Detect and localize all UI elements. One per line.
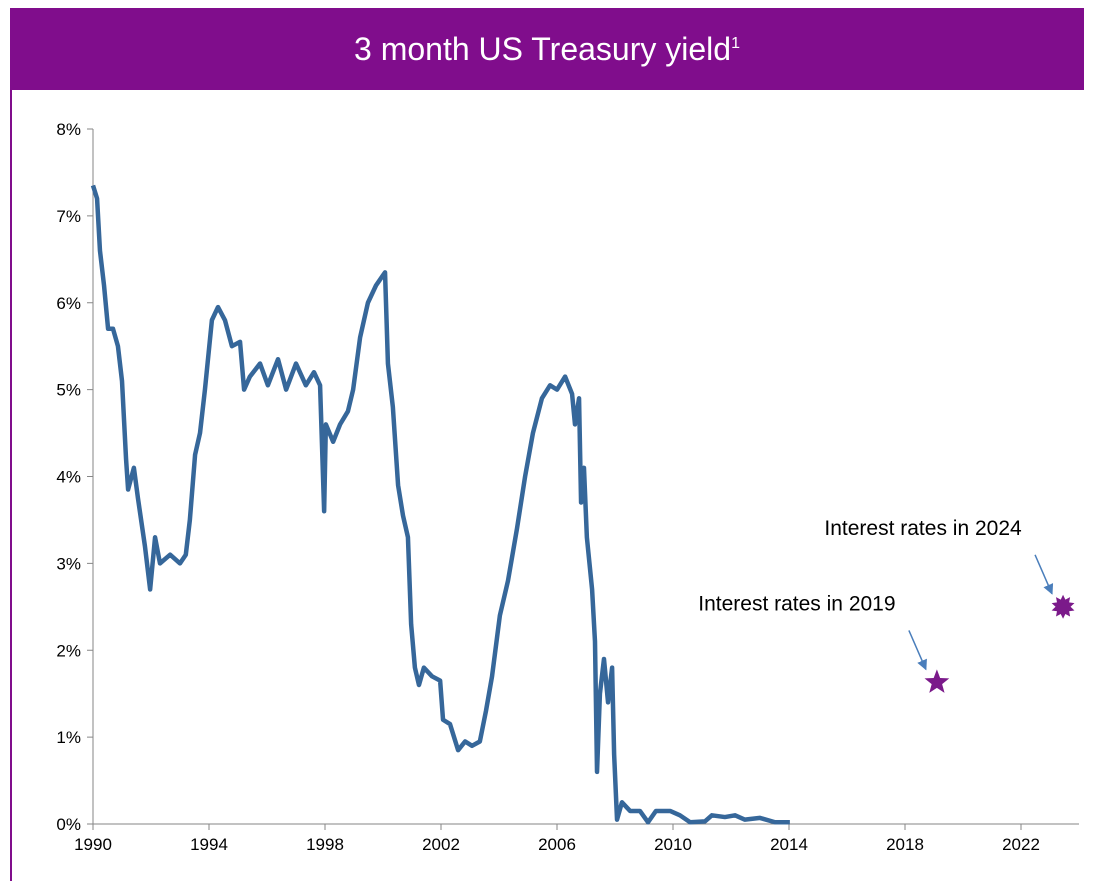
annotation-arrow bbox=[1034, 554, 1054, 595]
y-tick-label: 2% bbox=[56, 641, 81, 660]
x-tick-label: 2022 bbox=[1002, 835, 1040, 854]
x-tick-label: 2002 bbox=[422, 835, 460, 854]
chart-title: 3 month US Treasury yield1 bbox=[354, 31, 740, 67]
x-tick-label: 2010 bbox=[654, 835, 692, 854]
y-tick-label: 8% bbox=[56, 120, 81, 139]
x-tick-label: 2018 bbox=[886, 835, 924, 854]
header-band bbox=[10, 8, 1084, 90]
title-text: 3 month US Treasury yield bbox=[354, 31, 731, 67]
y-tick-label: 3% bbox=[56, 554, 81, 573]
y-tick-label: 6% bbox=[56, 294, 81, 313]
x-tick-label: 1990 bbox=[74, 835, 112, 854]
annotation: Interest rates in 2019 bbox=[698, 592, 895, 615]
title-note: 1 bbox=[731, 35, 740, 52]
annotation: Interest rates in 2024 bbox=[824, 517, 1022, 540]
x-tick-label: 1994 bbox=[190, 835, 228, 854]
y-tick-label: 1% bbox=[56, 728, 81, 747]
yield-line bbox=[90, 184, 790, 825]
x-tick-label: 2014 bbox=[770, 835, 808, 854]
annotation-arrow bbox=[908, 630, 927, 671]
point-marker bbox=[1051, 594, 1075, 619]
x-tick-label: 2006 bbox=[538, 835, 576, 854]
point-marker bbox=[924, 669, 950, 693]
x-tick-label: 1998 bbox=[306, 835, 344, 854]
y-tick-label: 4% bbox=[56, 468, 81, 487]
y-tick-label: 5% bbox=[56, 381, 81, 400]
y-tick-label: 0% bbox=[56, 815, 81, 834]
y-tick-label: 7% bbox=[56, 207, 81, 226]
